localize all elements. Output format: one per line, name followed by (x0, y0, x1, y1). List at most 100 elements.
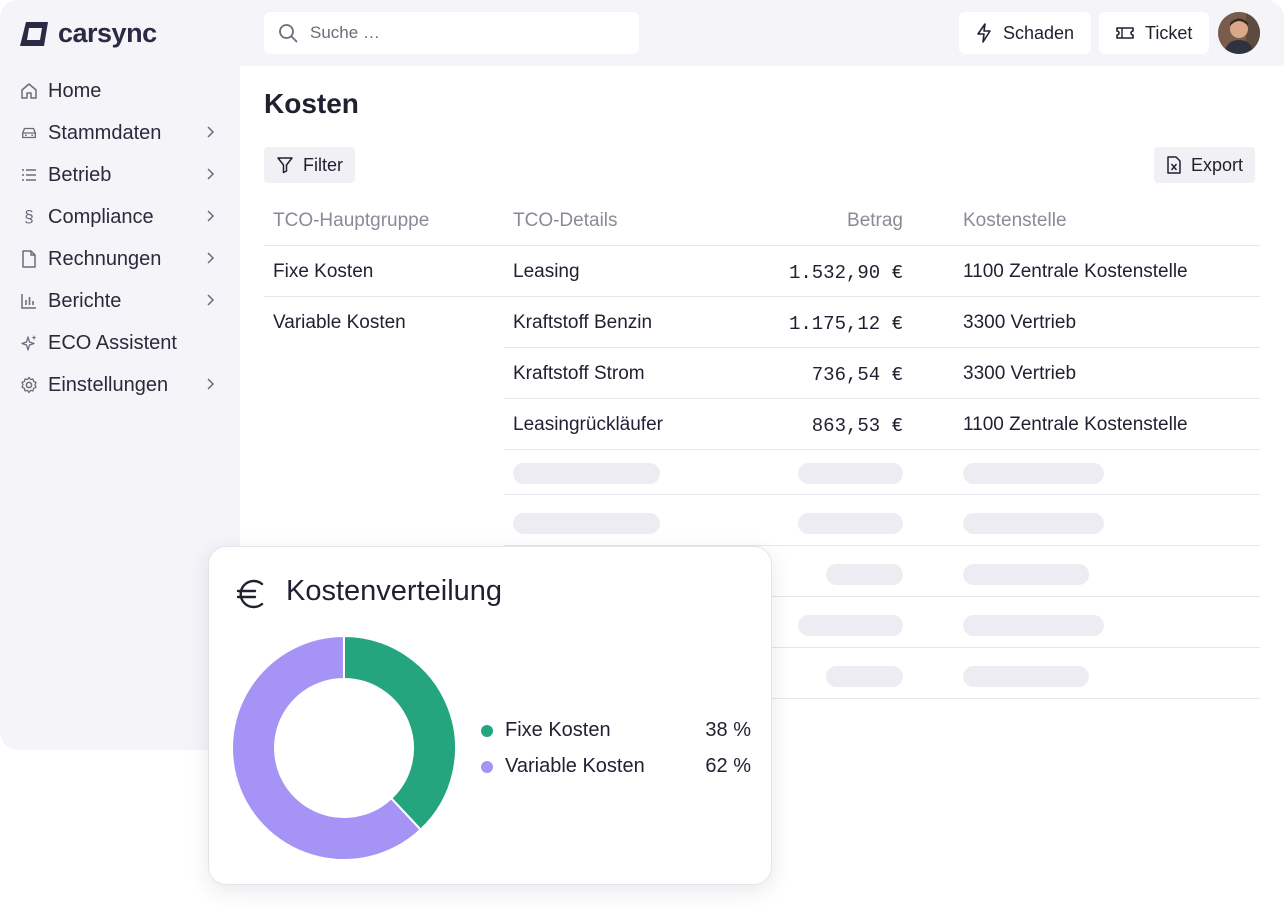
donut-chart (231, 635, 457, 861)
cell-amount: 736,54 € (811, 364, 903, 386)
document-icon (20, 250, 38, 268)
carsync-logo-icon (20, 21, 48, 46)
cell-detail[interactable]: Kraftstoff Benzin (513, 312, 653, 333)
chevron-right-icon (207, 210, 215, 222)
table-divider (504, 398, 1260, 399)
chevron-right-icon (207, 252, 215, 264)
sidebar-item-stammdaten[interactable]: Stammdaten (0, 112, 240, 154)
gear-icon (20, 376, 38, 394)
sidebar-item-label: ECO Assistent (48, 331, 177, 354)
cell-amount: 1.175,12 € (788, 313, 903, 335)
legend-value: 38 % (705, 719, 751, 741)
brand-name: carsync (58, 18, 157, 48)
column-header-kostenstelle[interactable]: Kostenstelle (963, 210, 1067, 231)
search-bar[interactable] (264, 12, 639, 54)
sidebar-item-eco-assistent[interactable]: ECO Assistent (0, 322, 240, 364)
filter-icon (277, 157, 293, 174)
sidebar-item-label: Home (48, 79, 102, 102)
skeleton-placeholder (798, 463, 903, 484)
sidebar-item-label: Einstellungen (48, 373, 169, 396)
table-divider (504, 596, 1260, 597)
skeleton-placeholder (963, 666, 1089, 687)
ticket-button[interactable]: Ticket (1099, 12, 1209, 54)
sidebar-item-einstellungen[interactable]: Einstellungen (0, 364, 240, 406)
sidebar-item-label: Berichte (48, 289, 122, 312)
chevron-right-icon (207, 378, 215, 390)
legend-label: Fixe Kosten (505, 719, 611, 741)
cell-detail[interactable]: Leasingrückläufer (513, 414, 663, 435)
skeleton-placeholder (963, 463, 1104, 484)
user-avatar[interactable] (1218, 12, 1260, 54)
ticket-icon (1116, 27, 1134, 39)
sidebar-item-berichte[interactable]: Berichte (0, 280, 240, 322)
avatar-image (1218, 12, 1260, 54)
table-divider (504, 494, 1260, 495)
cell-cost-center: 3300 Vertrieb (963, 312, 1077, 333)
sidebar-item-label: Compliance (48, 205, 154, 228)
sidebar-item-home[interactable]: Home (0, 70, 240, 112)
legend-label: Variable Kosten (505, 755, 645, 777)
home-icon (20, 82, 38, 100)
legend-item-variable-kosten: Variable Kosten 62 % (481, 755, 751, 778)
legend-value: 62 % (705, 755, 751, 777)
table-divider (264, 245, 1260, 246)
sidebar: Home Stammdaten Betrieb § Compliance Rec (0, 70, 240, 406)
cell-group: Variable Kosten (273, 312, 406, 333)
skeleton-placeholder (963, 513, 1104, 534)
sidebar-item-rechnungen[interactable]: Rechnungen (0, 238, 240, 280)
sparkle-icon (20, 334, 38, 352)
skeleton-placeholder (826, 666, 903, 687)
paragraph-icon: § (24, 207, 34, 226)
skeleton-placeholder (963, 564, 1089, 585)
cell-detail[interactable]: Leasing (513, 261, 580, 282)
list-icon (20, 166, 38, 184)
column-header-tco-hauptgruppe[interactable]: TCO-Hauptgruppe (273, 210, 430, 231)
schaden-button-label: Schaden (1003, 22, 1075, 43)
chevron-right-icon (207, 126, 215, 138)
cell-cost-center: 3300 Vertrieb (963, 363, 1077, 384)
skeleton-placeholder (513, 463, 660, 484)
lightning-icon (977, 23, 991, 43)
legend-item-fixe-kosten: Fixe Kosten 38 % (481, 719, 751, 742)
column-header-tco-details[interactable]: TCO-Details (513, 210, 618, 231)
excel-file-icon (1167, 156, 1181, 174)
cell-detail[interactable]: Kraftstoff Strom (513, 363, 645, 384)
sidebar-item-label: Stammdaten (48, 121, 162, 144)
search-icon (279, 24, 298, 43)
table-divider (504, 647, 1260, 648)
legend-swatch (481, 760, 493, 773)
donut-slice-variable-kosten[interactable] (231, 635, 423, 861)
sidebar-item-compliance[interactable]: § Compliance (0, 196, 240, 238)
cell-cost-center: 1100 Zentrale Kostenstelle (963, 414, 1188, 435)
sidebar-item-label: Rechnungen (48, 247, 162, 270)
filter-button[interactable]: Filter (264, 147, 355, 183)
sidebar-item-label: Betrieb (48, 163, 112, 186)
chevron-right-icon (207, 294, 215, 306)
search-input[interactable] (310, 23, 610, 43)
cell-group: Fixe Kosten (273, 261, 374, 282)
cell-cost-center: 1100 Zentrale Kostenstelle (963, 261, 1188, 282)
skeleton-placeholder (963, 615, 1104, 636)
car-icon (20, 124, 38, 142)
table-divider (504, 347, 1260, 348)
table-divider (504, 698, 1260, 699)
bar-chart-icon (20, 292, 38, 310)
cell-amount: 863,53 € (811, 415, 903, 437)
export-button[interactable]: Export (1154, 147, 1256, 183)
skeleton-placeholder (798, 513, 903, 534)
table-divider (264, 296, 1260, 297)
skeleton-placeholder (513, 513, 660, 534)
sidebar-item-betrieb[interactable]: Betrieb (0, 154, 240, 196)
brand-logo[interactable]: carsync (18, 18, 157, 49)
filter-button-label: Filter (303, 154, 343, 175)
euro-icon (236, 579, 264, 609)
ticket-button-label: Ticket (1145, 22, 1193, 43)
schaden-button[interactable]: Schaden (959, 12, 1091, 54)
card-title: Kostenverteilung (286, 575, 503, 607)
table-divider (504, 545, 1260, 546)
donut-slice-fixe-kosten[interactable] (343, 635, 457, 832)
cell-amount: 1.532,90 € (788, 262, 903, 284)
skeleton-placeholder (798, 615, 903, 636)
column-header-betrag[interactable]: Betrag (847, 210, 903, 231)
chevron-right-icon (207, 168, 215, 180)
